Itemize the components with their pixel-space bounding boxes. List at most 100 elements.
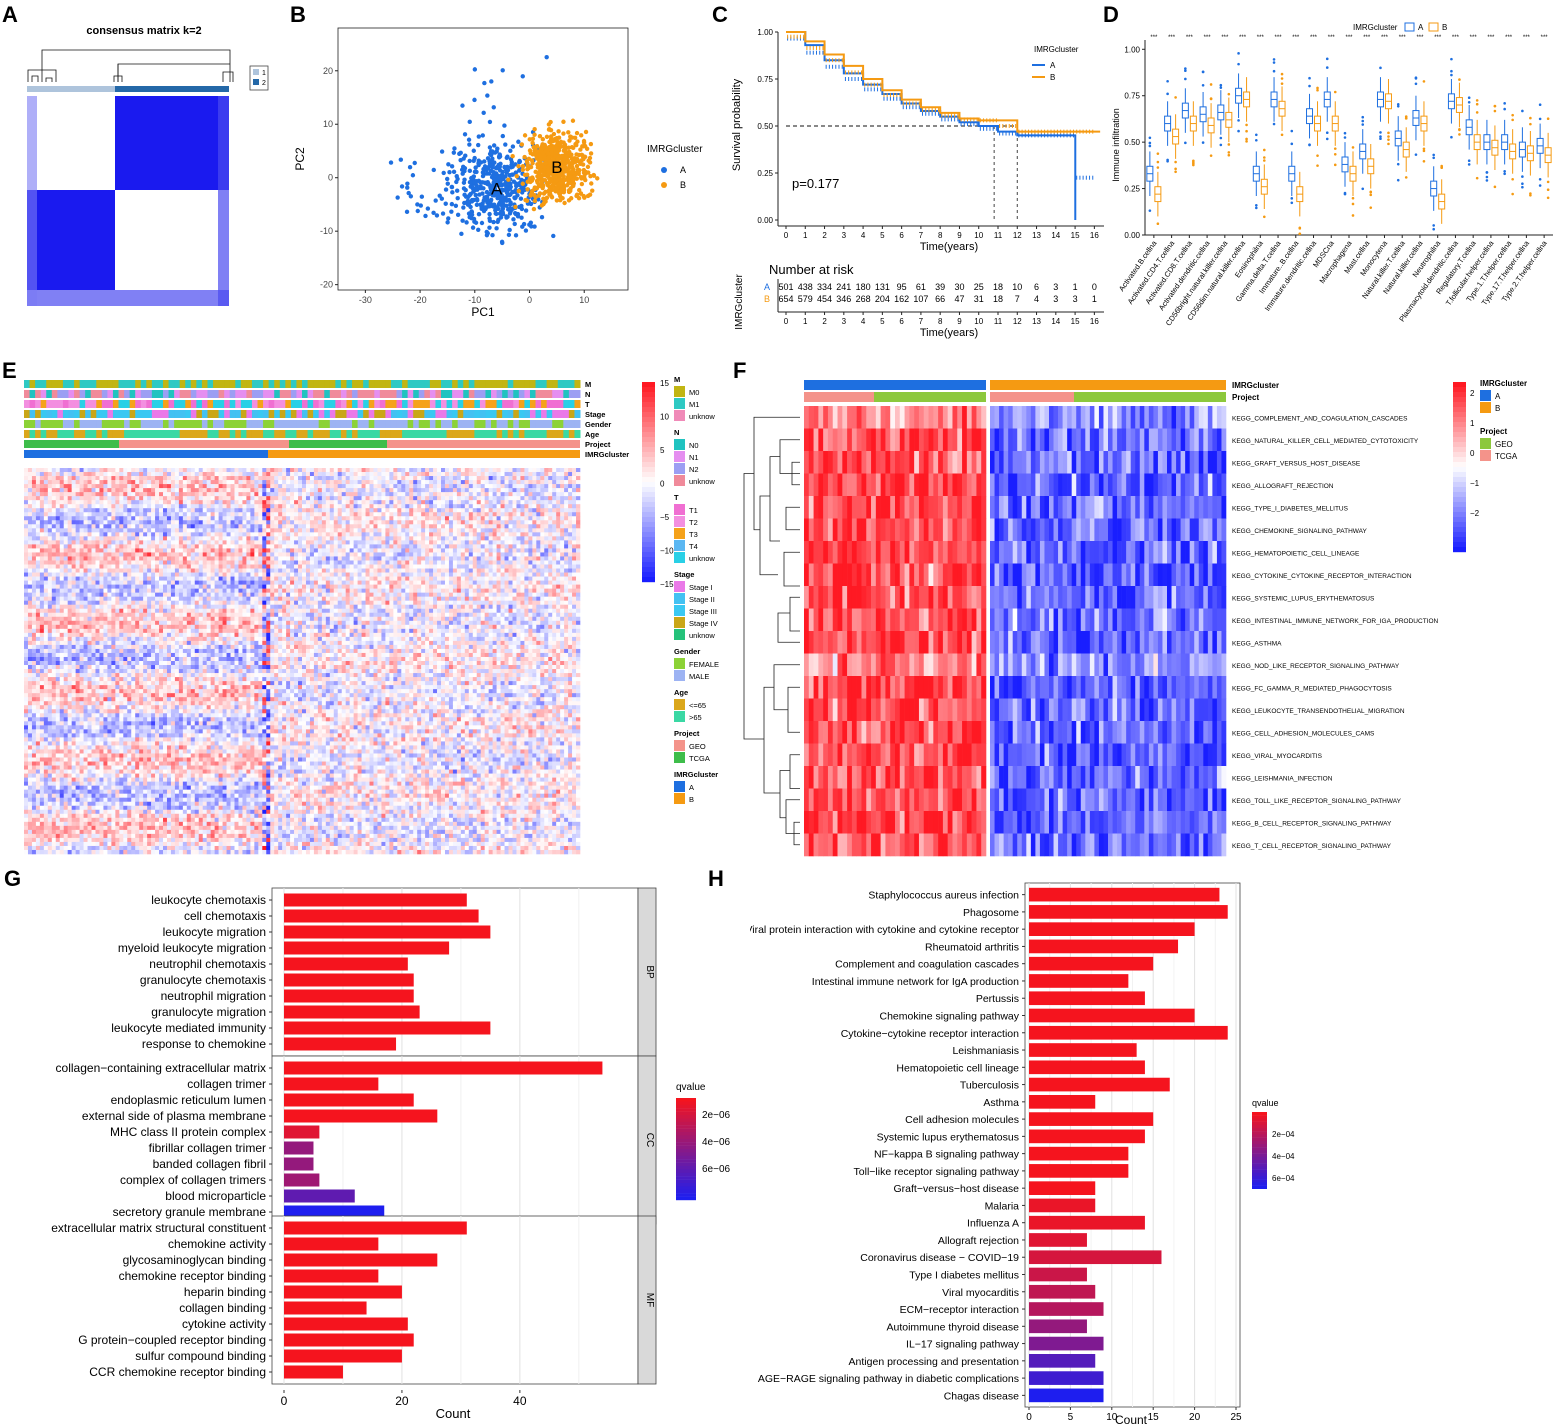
heat-cell xyxy=(155,512,160,517)
heat-cell xyxy=(294,520,299,525)
ann-cell xyxy=(79,420,86,428)
pca-point-b xyxy=(581,144,586,149)
heat-cell xyxy=(43,492,49,497)
pca-point-b xyxy=(546,122,552,127)
pca-point-b xyxy=(522,154,527,160)
heat-cell xyxy=(540,480,545,485)
heat-cell xyxy=(317,496,323,501)
pca-point-a xyxy=(472,67,478,72)
heat-cell xyxy=(63,524,68,529)
heat-cell xyxy=(393,492,398,497)
heat-cell xyxy=(305,504,311,509)
heat-cell xyxy=(568,504,573,509)
heat-cell xyxy=(210,508,215,513)
heat-cell xyxy=(202,488,207,493)
heat-cell xyxy=(230,536,235,541)
box-sig-label: *** xyxy=(1275,35,1283,41)
heat-cell xyxy=(127,516,132,521)
ann-cell xyxy=(46,420,53,428)
ann-cell xyxy=(179,430,186,438)
ann-cell xyxy=(101,400,108,408)
heat-cell xyxy=(163,492,168,497)
heat-cell xyxy=(325,488,331,493)
ann-cell xyxy=(568,400,575,408)
heat-cell xyxy=(159,504,164,509)
ann-cell xyxy=(46,400,53,408)
heat-cell xyxy=(246,516,251,521)
heat-cell xyxy=(429,528,434,533)
ann-cell xyxy=(368,380,375,388)
heat-cell xyxy=(135,512,140,517)
heat-cell xyxy=(111,468,116,473)
heat-cell xyxy=(119,480,124,485)
heat-cell xyxy=(341,500,346,505)
heat-cell xyxy=(234,472,239,477)
heat-cell xyxy=(151,516,156,521)
heat-cell xyxy=(421,472,426,477)
ann-cell xyxy=(507,430,514,438)
heat-cell xyxy=(135,504,140,509)
heat-cell xyxy=(238,480,243,485)
ann-cell xyxy=(74,420,81,428)
ann-cell xyxy=(185,400,192,408)
ann-cell xyxy=(174,410,181,418)
heat-cell xyxy=(468,508,474,513)
heat-cell xyxy=(385,512,390,517)
pca-point-a xyxy=(500,210,505,215)
ann-cell xyxy=(352,390,359,398)
heat-cell xyxy=(369,504,374,509)
heat-cell xyxy=(39,520,45,525)
ann-cell xyxy=(135,430,142,438)
heat-cell xyxy=(341,536,346,541)
heat-cell xyxy=(389,500,394,505)
heat-cell xyxy=(472,532,478,537)
heat-cell xyxy=(24,512,29,517)
ann-cell xyxy=(346,400,353,408)
heat-cell xyxy=(405,496,410,501)
heat-cell xyxy=(325,472,331,477)
heat-cell xyxy=(147,488,152,493)
ann-cell xyxy=(491,390,498,398)
heat-cell xyxy=(47,488,53,493)
ann-cell xyxy=(251,430,259,438)
ann-cell xyxy=(57,420,64,428)
heat-cell xyxy=(540,512,545,517)
heat-cell xyxy=(270,536,275,541)
heat-cell xyxy=(174,504,180,509)
heat-cell xyxy=(51,472,57,477)
heat-cell xyxy=(349,504,354,509)
heat-cell xyxy=(35,484,41,489)
heat-cell xyxy=(107,496,112,501)
heat-cell xyxy=(47,504,53,509)
pca-point-a xyxy=(475,198,480,203)
pca-point-b xyxy=(578,161,583,166)
heat-cell xyxy=(206,508,211,513)
heat-cell xyxy=(564,512,569,517)
heat-cell xyxy=(230,504,235,509)
heat-cell xyxy=(127,504,132,509)
ann-track-label: Gender xyxy=(585,420,611,429)
pca-point-b xyxy=(558,188,563,194)
pca-point-a xyxy=(433,198,438,203)
ann-cell xyxy=(157,430,164,438)
heat-cell xyxy=(536,492,541,497)
heat-cell xyxy=(238,528,243,533)
ann-cell xyxy=(557,430,564,438)
heat-cell xyxy=(429,488,434,493)
heat-cell xyxy=(480,484,485,489)
heat-cell xyxy=(413,528,418,533)
ann-cell xyxy=(101,390,108,398)
heat-cell xyxy=(198,496,204,501)
heat-cell xyxy=(564,488,569,493)
heat-cell xyxy=(341,512,346,517)
ann-cell xyxy=(468,410,475,418)
heat-cell xyxy=(349,532,354,537)
heat-cell xyxy=(115,516,120,521)
heat-cell xyxy=(409,472,414,477)
heat-cell xyxy=(24,492,29,497)
heat-cell xyxy=(353,492,358,497)
heat-cell xyxy=(433,536,438,541)
heat-cell xyxy=(317,476,323,481)
pca-point-a xyxy=(489,183,495,189)
ann-cell xyxy=(90,420,97,428)
